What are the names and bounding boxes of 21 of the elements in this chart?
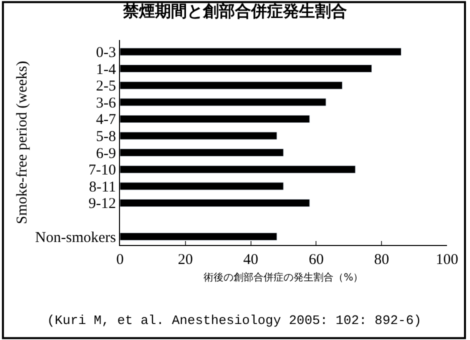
- x-tick-label: 40: [243, 252, 258, 268]
- y-tick-label: 3-6: [96, 95, 116, 112]
- y-tick-label: 1-4: [96, 62, 116, 78]
- y-tick-label: 2-5: [96, 78, 116, 95]
- x-axis-title: 術後の創部合併症の発生割合（%）: [204, 272, 364, 284]
- text: (Kuri M, et al. Anesthesiology 2005: 102: 892-6): [47, 313, 422, 328]
- x-tick-label: 80: [374, 252, 390, 268]
- y-axis-title: Smoke-free period (weeks): [14, 60, 30, 224]
- y-tick-label: 6-9: [96, 146, 116, 162]
- y-tick-label: 4-7: [96, 112, 116, 128]
- y-tick-label: 0-3: [96, 45, 116, 62]
- x-tick-label: 0: [116, 252, 124, 268]
- x-tick-label: 100: [436, 252, 458, 268]
- y-tick-label: 7-10: [88, 162, 116, 179]
- chart-title: 禁煙期間と創部合併症発生割合: [122, 1, 347, 20]
- y-tick-label: 8-11: [89, 179, 116, 196]
- y-tick-label: Non-smokers: [35, 230, 116, 246]
- y-tick-label: 9-12: [88, 196, 116, 212]
- y-tick-label: 5-8: [96, 129, 116, 146]
- x-tick-label: 60: [308, 252, 324, 268]
- x-tick-label: 20: [178, 252, 193, 268]
